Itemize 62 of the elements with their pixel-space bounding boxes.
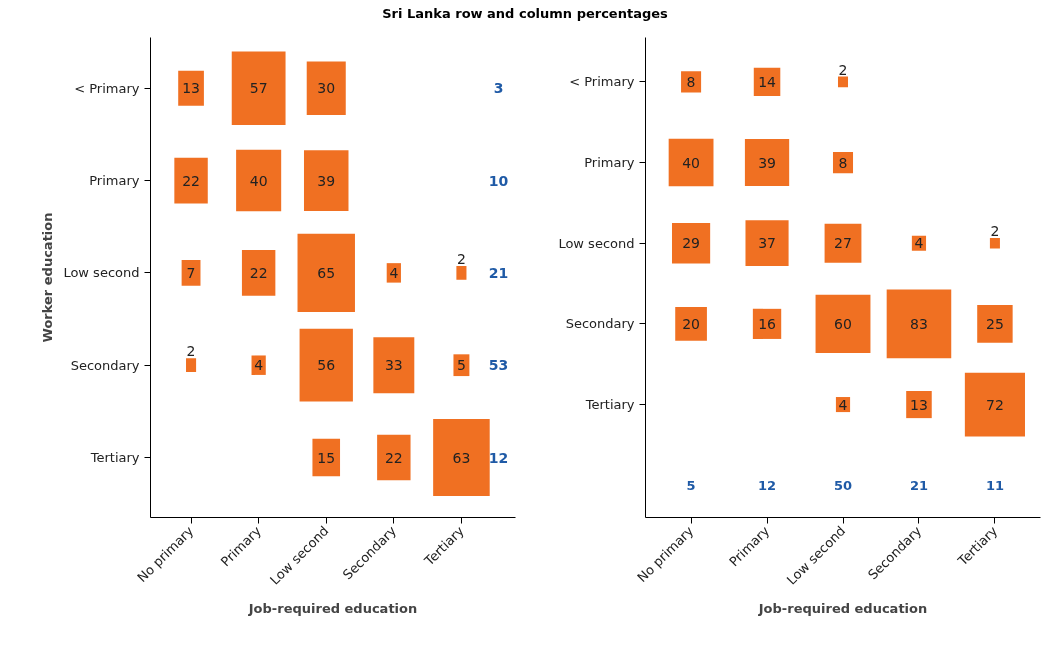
data-label: 2 xyxy=(990,223,1000,240)
y-tick-label: < Primary xyxy=(74,80,140,96)
data-label: 5 xyxy=(456,357,466,374)
text: 11 xyxy=(985,477,1004,493)
data-label: 25 xyxy=(986,315,1004,332)
data-label: 29 xyxy=(682,235,700,252)
y-tick-label: < Primary xyxy=(569,74,635,90)
y2-tick-label: 3 xyxy=(493,80,504,97)
data-label: 2 xyxy=(838,61,848,78)
data-label: 39 xyxy=(317,172,336,189)
data-label: 22 xyxy=(182,172,200,189)
data-label: 4 xyxy=(838,396,848,413)
data-label: 4 xyxy=(254,357,264,374)
data-label: 22 xyxy=(384,449,403,466)
data-label: 7 xyxy=(186,264,196,281)
data-label: 2 xyxy=(456,251,466,268)
data-label: 33 xyxy=(384,357,403,374)
data-label: 4 xyxy=(389,264,399,281)
data-label: 72 xyxy=(986,396,1004,413)
data-label: 39 xyxy=(758,154,776,171)
data-label: 8 xyxy=(838,154,848,171)
y-tick-label: Secondary xyxy=(565,316,635,332)
text: 12 xyxy=(757,477,777,493)
data-label: 57 xyxy=(249,80,268,97)
data-label: 22 xyxy=(249,264,268,281)
text: Sri Lanka row and column percentages xyxy=(382,5,668,23)
y2-tick-label: 21 xyxy=(488,264,509,281)
text: 50 xyxy=(833,477,853,493)
data-label: 16 xyxy=(758,315,777,332)
y-tick-label: Primary xyxy=(89,173,140,189)
data-label: 2 xyxy=(186,343,196,360)
data-label: 20 xyxy=(682,315,700,332)
y-tick-label: Low second xyxy=(63,265,140,281)
data-label: 4 xyxy=(914,235,924,252)
data-label: 15 xyxy=(317,449,336,466)
y-axis-title: Worker education xyxy=(40,212,56,343)
data-label: 37 xyxy=(758,235,776,252)
y-tick-label: Primary xyxy=(584,155,635,171)
x-axis-title: Job-required education xyxy=(757,600,928,616)
data-label: 63 xyxy=(452,449,471,466)
data-label: 40 xyxy=(249,172,268,189)
y-tick-label: Tertiary xyxy=(89,450,140,465)
y-tick-label: Tertiary xyxy=(584,397,635,413)
x-axis-title: Job-required education xyxy=(247,600,418,616)
y2-tick-label: 53 xyxy=(488,357,509,374)
data-label: 14 xyxy=(758,73,777,90)
data-label: 65 xyxy=(317,264,336,281)
data-label: 56 xyxy=(317,357,336,374)
data-label: 13 xyxy=(910,396,928,413)
data-label: 40 xyxy=(682,154,700,171)
y2-tick-label: 12 xyxy=(488,449,509,466)
data-label: 8 xyxy=(686,73,696,90)
y2-tick-label: 10 xyxy=(488,172,509,189)
data-label: 60 xyxy=(834,315,852,332)
data-label: 30 xyxy=(317,80,336,97)
text: 5 xyxy=(686,477,696,493)
text: 21 xyxy=(909,477,929,493)
data-label: 83 xyxy=(910,315,928,332)
y-tick-label: Secondary xyxy=(70,357,140,373)
data-label: 13 xyxy=(182,80,200,97)
data-label: 27 xyxy=(834,235,852,252)
y-tick-label: Low second xyxy=(558,235,635,251)
